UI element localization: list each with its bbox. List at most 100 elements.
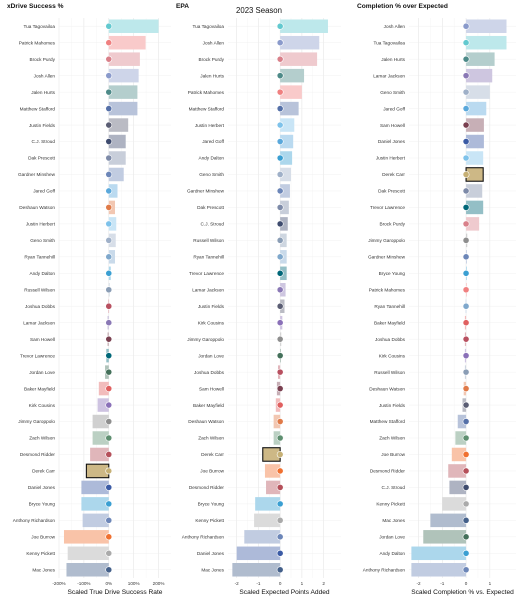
tick-label: 1 [489, 581, 492, 586]
player-label: Lamar Jackson [373, 73, 405, 78]
team-logo-icon [462, 88, 470, 96]
bar [108, 167, 124, 182]
player-label: Deshaun Watson [19, 205, 55, 210]
team-logo-icon [462, 220, 470, 228]
x-axis-label: Scaled Completion % vs. Expected [411, 589, 514, 596]
player-label: Joe Burrow [200, 469, 224, 474]
player-label: Brock Purdy [198, 57, 224, 62]
player-label: Josh Allen [34, 73, 56, 78]
figure-subtitle: 2023 Season [236, 6, 282, 15]
player-label: Ryan Tannehill [193, 255, 224, 260]
tick-label: 2 [322, 581, 325, 586]
tick-label: 0 [279, 581, 282, 586]
team-logo-icon [462, 269, 470, 277]
bar [108, 151, 126, 165]
player-label: Justin Herbert [26, 222, 56, 227]
bar [466, 52, 495, 66]
player-label: Mac Jones [382, 518, 405, 523]
player-label: Joshua Dobbs [25, 304, 56, 309]
bar [466, 68, 493, 83]
tick-label: -1 [440, 581, 445, 586]
player-label: Joe Burrow [381, 452, 405, 457]
player-label: Desmond Ridder [20, 452, 56, 457]
bar [82, 513, 109, 528]
team-logo-icon [276, 88, 284, 96]
player-label: Gardner Minshew [187, 189, 225, 194]
chart-panel-2: EPA Tua Tagovailoa Josh Allen Brock Purdy Ja… [176, 3, 341, 596]
team-logo-icon [105, 269, 113, 277]
bar [244, 530, 281, 544]
team-logo-icon [276, 467, 284, 475]
player-label: Joshua Dobbs [194, 370, 225, 375]
team-logo-icon [105, 236, 113, 244]
player-label: Jordan Love [379, 535, 405, 540]
team-logo-icon [462, 484, 470, 491]
bar [108, 184, 118, 198]
player-label: Jimmy Garoppolo [18, 419, 55, 424]
team-logo-icon [462, 253, 470, 261]
team-logo-icon [105, 549, 113, 557]
player-label: Deshaun Watson [369, 386, 405, 391]
chart-panels: xDrive Success % Tua Tagovailoa Patrick Ma… [7, 3, 516, 596]
player-label: Joe Burrow [31, 535, 55, 540]
tick-label: -2 [416, 581, 421, 586]
team-logo-icon [462, 55, 470, 63]
bar [108, 217, 117, 231]
player-label: Joshua Dobbs [375, 337, 406, 342]
player-label: Sam Howell [380, 123, 405, 128]
bar [108, 19, 159, 33]
team-logo-icon [276, 335, 284, 343]
bar [236, 546, 281, 561]
team-logo-icon [462, 22, 470, 30]
bar [108, 52, 140, 66]
tick-label: 1 [301, 581, 304, 586]
player-label: Dak Prescott [197, 205, 225, 210]
team-logo-icon [105, 72, 113, 80]
bar [466, 85, 490, 99]
team-logo-icon [105, 418, 113, 425]
player-label: Sam Howell [199, 386, 224, 391]
player-label: Matthew Stafford [189, 106, 225, 111]
team-logo-icon [276, 566, 284, 574]
player-label: Gardner Minshew [368, 255, 406, 260]
bar [63, 530, 109, 544]
team-logo-icon [276, 401, 284, 409]
bar [280, 52, 318, 66]
team-logo-icon [276, 418, 284, 425]
bar [442, 497, 467, 511]
team-logo-icon [105, 335, 113, 343]
bar [280, 134, 294, 149]
bar [280, 167, 292, 182]
panel-title: Completion % over Expected [357, 3, 448, 10]
bar [108, 118, 129, 132]
player-label: Kenny Pickett [195, 518, 224, 523]
player-label: Kenny Pickett [26, 551, 55, 556]
player-label: Geno Smith [30, 238, 55, 243]
team-logo-icon [462, 549, 470, 557]
team-logo-icon [276, 368, 284, 376]
player-label: Jimmy Garoppolo [187, 337, 224, 342]
player-label: Brock Purdy [29, 57, 55, 62]
team-logo-icon [105, 451, 113, 458]
player-label: Kirk Cousins [29, 403, 56, 408]
player-label: Daniel Jones [28, 485, 56, 490]
bar [108, 233, 116, 248]
bar [108, 35, 146, 50]
bar [108, 68, 139, 83]
player-label: Jalen Hurts [200, 73, 224, 78]
tick-label: 200% [153, 581, 165, 586]
player-label: Desmond Ridder [189, 485, 225, 490]
team-logo-icon [105, 302, 113, 310]
player-label: Trevor Lawrence [189, 271, 224, 276]
bar [90, 447, 109, 462]
player-label: C.J. Stroud [201, 222, 225, 227]
player-label: Tua Tagovailoa [23, 24, 55, 29]
team-logo-icon [462, 418, 470, 425]
team-logo-icon [105, 220, 113, 228]
team-logo-icon [276, 286, 284, 294]
team-logo-icon [276, 269, 284, 277]
team-logo-icon [276, 533, 284, 541]
player-label: Jordan Love [198, 353, 224, 358]
bar [466, 200, 484, 215]
bar [264, 464, 281, 478]
